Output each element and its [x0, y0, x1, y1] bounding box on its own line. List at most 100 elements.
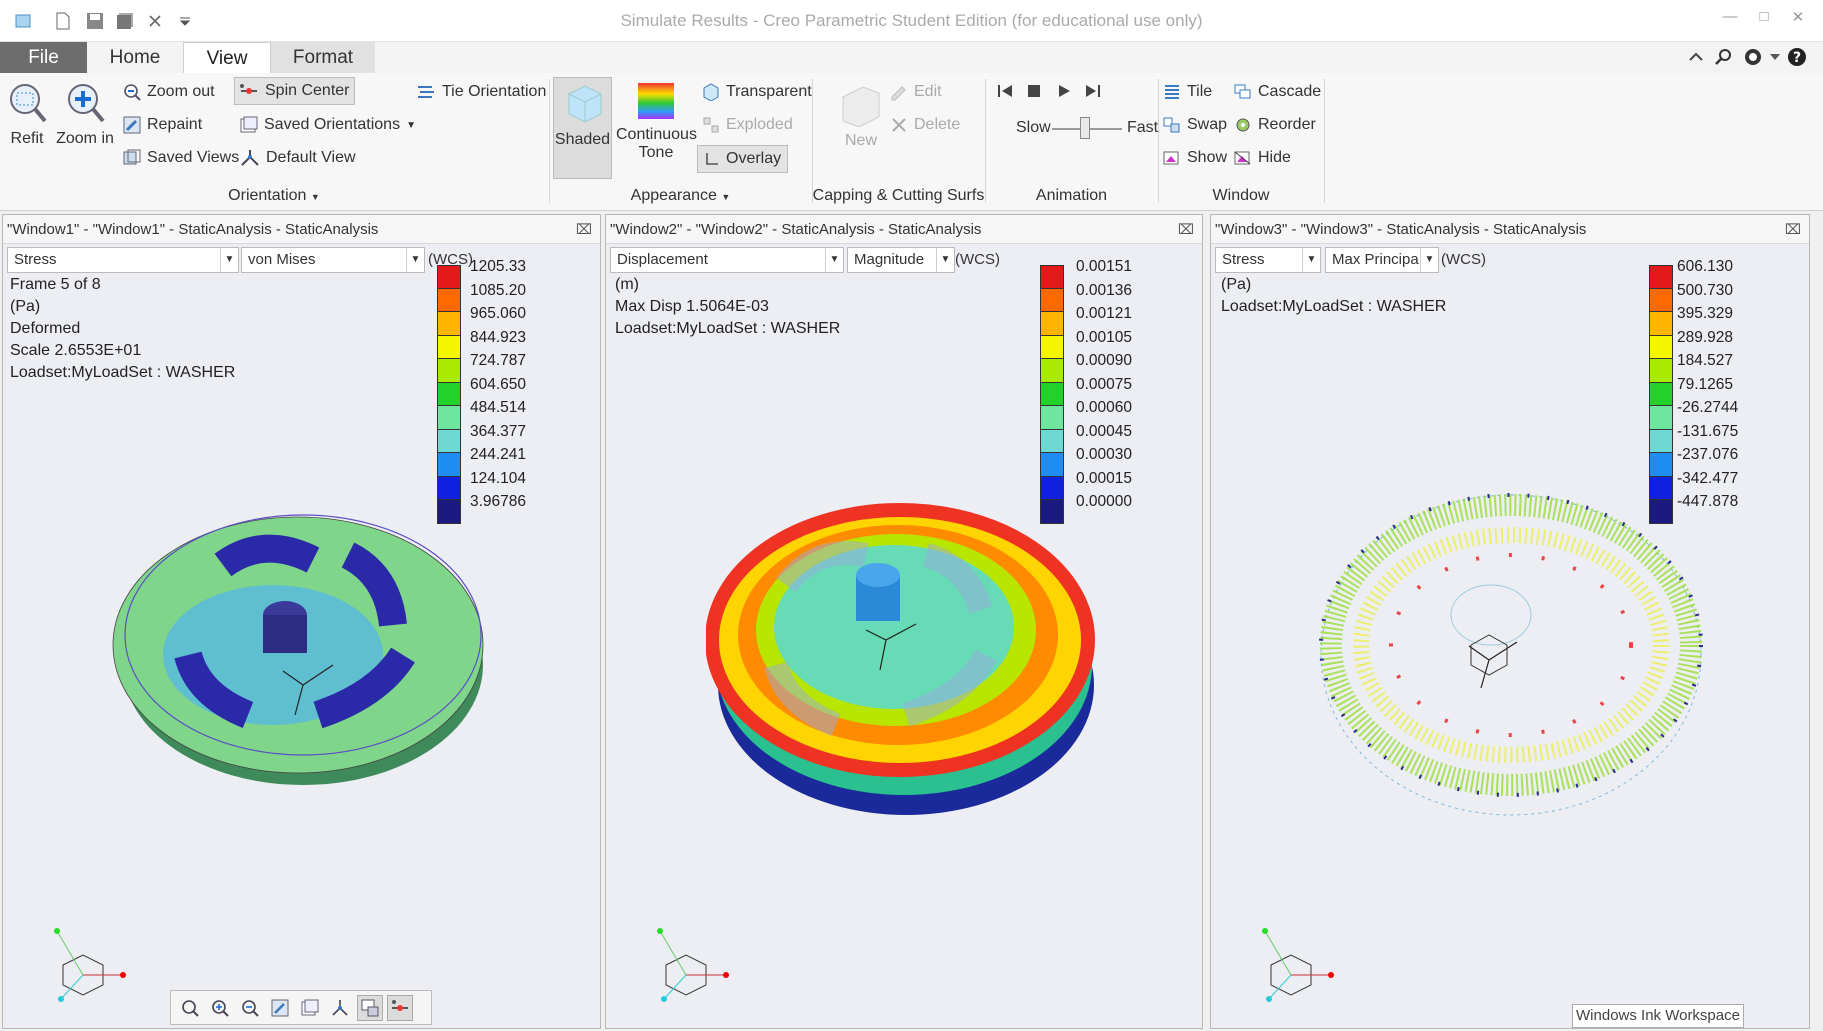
- tab-format[interactable]: Format: [271, 42, 375, 73]
- overlay-button[interactable]: Overlay: [697, 145, 789, 173]
- close-pane-icon[interactable]: ⌧: [1784, 221, 1801, 237]
- legend-swatch: [1040, 476, 1064, 500]
- minimize-button[interactable]: —: [1722, 8, 1738, 25]
- legend-value: 1085.20: [470, 281, 527, 299]
- zoom-in-icon[interactable]: [207, 995, 233, 1021]
- pane-header: "Window2" - "Window2" - StaticAnalysis -…: [606, 215, 1202, 244]
- orientation-group-label[interactable]: Orientation ▼: [228, 187, 320, 204]
- legend-swatch: [1649, 453, 1673, 477]
- transparent-button[interactable]: Transparent: [702, 83, 812, 101]
- result-window-2[interactable]: "Window2" - "Window2" - StaticAnalysis -…: [605, 214, 1203, 1029]
- continuous-tone-button[interactable]: Continuous Tone: [616, 81, 697, 162]
- customize-qat-icon[interactable]: [174, 10, 196, 32]
- cascade-button[interactable]: Cascade: [1234, 83, 1321, 101]
- edit-cutting-surface-button[interactable]: Edit: [890, 83, 942, 101]
- saved-orientations-dropdown[interactable]: Saved Orientations ▼: [240, 116, 416, 134]
- chevron-down-icon: ▼: [936, 248, 954, 272]
- legend-swatch: [437, 335, 461, 359]
- first-frame-button[interactable]: [996, 83, 1014, 99]
- close-pane-icon[interactable]: ⌧: [1177, 221, 1194, 237]
- legend-swatch: [437, 359, 461, 383]
- windows-ink-workspace-button[interactable]: Windows Ink Workspace: [1572, 1004, 1744, 1028]
- tab-home[interactable]: Home: [109, 47, 161, 68]
- play-button[interactable]: [1056, 83, 1072, 99]
- component-select[interactable]: Magnitude ▼: [847, 247, 955, 273]
- legend-swatch: [1040, 312, 1064, 336]
- new-cutting-surface-button[interactable]: New: [836, 83, 886, 150]
- app-icon[interactable]: [12, 10, 34, 32]
- delete-icon: [892, 118, 906, 132]
- dropdown-chevron-icon[interactable]: [1764, 46, 1786, 68]
- legend-value: -26.2744: [1677, 399, 1739, 416]
- legend-value: 484.514: [470, 399, 527, 416]
- save-icon[interactable]: [84, 10, 106, 32]
- legend-value: 0.00015: [1076, 469, 1133, 487]
- display-style-icon[interactable]: [357, 994, 383, 1021]
- legend-swatch: [1040, 288, 1064, 312]
- legend-value: 0.00090: [1076, 352, 1133, 369]
- view-manager-icon[interactable]: [327, 995, 353, 1021]
- component-select[interactable]: von Mises ▼: [241, 247, 425, 273]
- reorder-icon: [1236, 118, 1250, 132]
- exploded-button[interactable]: Exploded: [702, 116, 793, 134]
- repaint-icon[interactable]: [267, 995, 293, 1021]
- cascade-icon: [1234, 84, 1251, 99]
- result-window-1[interactable]: "Window1" - "Window1" - StaticAnalysis -…: [2, 214, 601, 1029]
- show-button[interactable]: Show: [1163, 149, 1227, 167]
- model-view[interactable]: [706, 465, 1126, 845]
- collapse-ribbon-icon[interactable]: [1685, 46, 1707, 68]
- saved-orientations-icon[interactable]: [297, 995, 323, 1021]
- zoom-in-button[interactable]: Zoom in: [56, 81, 114, 148]
- model-view[interactable]: [103, 455, 523, 835]
- color-legend: [1040, 265, 1064, 524]
- stop-icon: [1028, 85, 1040, 97]
- animation-group-label: Animation: [1035, 187, 1108, 204]
- legend-swatch: [1649, 476, 1673, 500]
- swap-button[interactable]: Swap: [1163, 116, 1227, 134]
- quantity-select[interactable]: Stress ▼: [7, 247, 239, 273]
- community-icon[interactable]: [1742, 46, 1764, 68]
- shaded-button[interactable]: Shaded: [553, 77, 612, 179]
- result-window-3[interactable]: "Window3" - "Window3" - StaticAnalysis -…: [1210, 214, 1810, 1029]
- model-view[interactable]: [1311, 465, 1731, 845]
- delete-cutting-surface-button[interactable]: Delete: [890, 116, 960, 134]
- zoom-out-icon[interactable]: [237, 995, 263, 1021]
- speed-slider-thumb[interactable]: [1080, 117, 1090, 139]
- appearance-group-label[interactable]: Appearance ▼: [630, 187, 731, 204]
- help-icon[interactable]: ?: [1786, 46, 1808, 68]
- repaint-button[interactable]: Repaint: [123, 116, 202, 134]
- hide-button[interactable]: Hide: [1234, 149, 1291, 167]
- refit-button[interactable]: Refit: [6, 81, 48, 148]
- legend-value: 3.96786: [470, 493, 527, 510]
- result-info: (m) Max Disp 1.5064E-03 Loadset:MyLoadSet …: [615, 276, 841, 337]
- close-window-icon[interactable]: [144, 10, 166, 32]
- group-separator: [812, 79, 813, 203]
- component-select[interactable]: Max Principa ▼: [1325, 247, 1439, 273]
- tab-view[interactable]: View: [183, 42, 271, 73]
- default-view-button[interactable]: Default View: [240, 149, 356, 167]
- close-pane-icon[interactable]: ⌧: [575, 221, 592, 237]
- legend-swatch: [1649, 288, 1673, 312]
- legend-swatch: [437, 312, 461, 336]
- reorder-button[interactable]: Reorder: [1234, 116, 1316, 134]
- spin-center-button[interactable]: Spin Center: [234, 77, 355, 105]
- spin-center-icon[interactable]: [387, 994, 413, 1021]
- legend-value: 965.060: [470, 305, 527, 322]
- tie-orientation-button[interactable]: Tie Orientation: [416, 83, 546, 101]
- zoom-out-button[interactable]: Zoom out: [123, 83, 215, 101]
- last-frame-button[interactable]: [1084, 83, 1102, 99]
- legend-value: 606.130: [1677, 258, 1734, 275]
- refit-icon[interactable]: [177, 995, 203, 1021]
- quantity-select[interactable]: Displacement ▼: [610, 247, 844, 273]
- new-file-icon[interactable]: [52, 10, 74, 32]
- quantity-select[interactable]: Stress ▼: [1215, 247, 1321, 273]
- tab-file[interactable]: File: [0, 42, 87, 73]
- saved-views-button[interactable]: Saved Views: [123, 149, 239, 167]
- stop-button[interactable]: [1026, 83, 1042, 99]
- close-button[interactable]: ✕: [1791, 9, 1805, 26]
- search-icon[interactable]: [1713, 46, 1735, 68]
- legend-swatch: [437, 382, 461, 406]
- save-all-icon[interactable]: [114, 10, 136, 32]
- maximize-button[interactable]: □: [1759, 8, 1769, 25]
- tile-button[interactable]: Tile: [1163, 83, 1212, 101]
